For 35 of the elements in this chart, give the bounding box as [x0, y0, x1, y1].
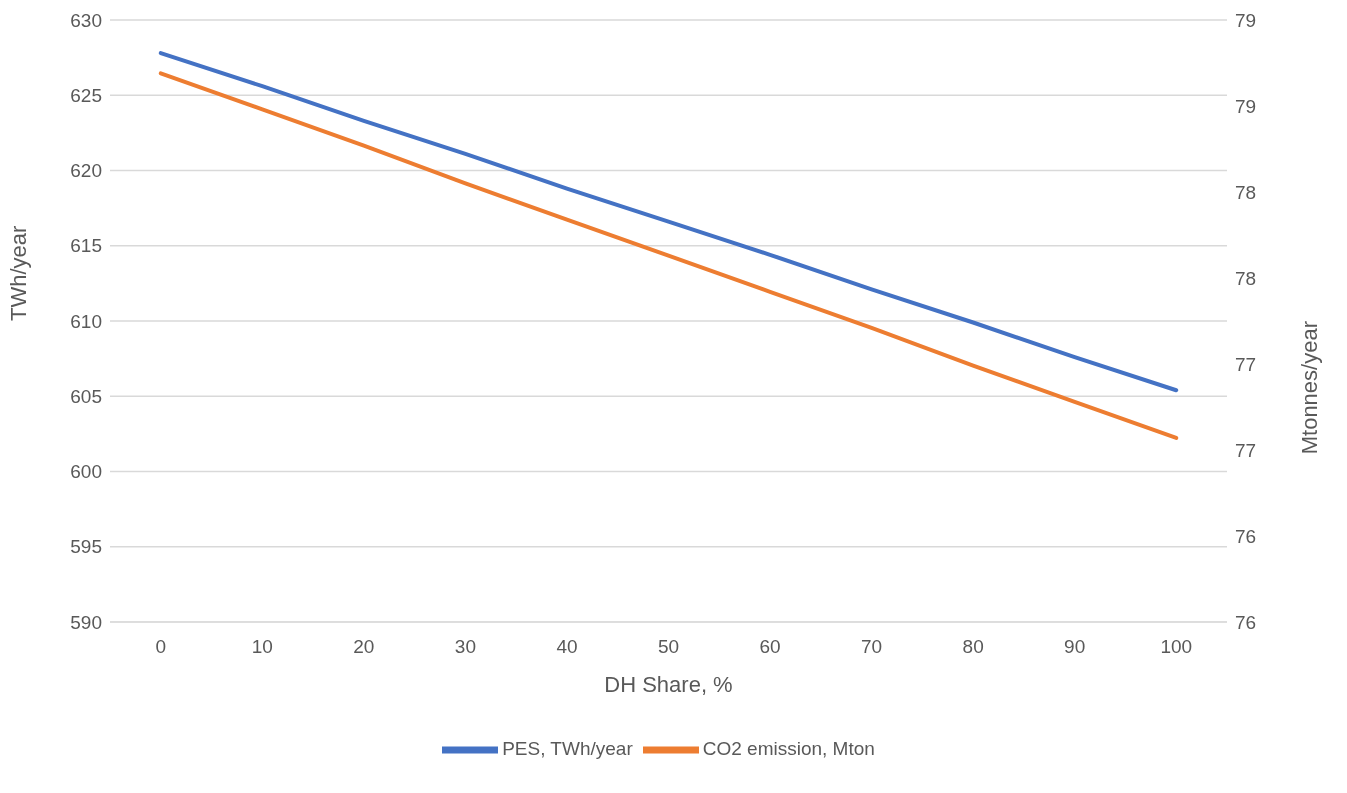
y-tick-label: 620 — [70, 160, 102, 182]
x-tick-label: 100 — [1160, 636, 1193, 658]
x-tick-label: 40 — [556, 636, 578, 658]
legend-label: CO2 emission, Mton — [702, 738, 875, 760]
x-tick-label: 50 — [657, 636, 680, 658]
y2-tick-label: 76 — [1235, 611, 1257, 633]
y-tick-label: 615 — [70, 235, 102, 257]
line-series — [158, 71, 1179, 440]
x-tick-label: 70 — [861, 636, 883, 658]
x-tick-label: 30 — [454, 636, 476, 658]
x-tick-label: 60 — [759, 636, 781, 658]
y2-tick-label: 78 — [1235, 267, 1257, 289]
y2-tick-label: 76 — [1235, 525, 1257, 547]
y-tick-label: 600 — [70, 461, 102, 483]
legend-label: PES, TWh/year — [502, 738, 633, 760]
y2-tick-label: 78 — [1235, 181, 1257, 203]
y-tick-label: 595 — [70, 536, 102, 558]
y-tick-label: 630 — [70, 9, 102, 31]
y2-tick-label: 79 — [1235, 95, 1257, 117]
line-series — [158, 51, 1179, 393]
x-axis-title: DH Share, % — [604, 672, 733, 697]
x-tick-label: 80 — [962, 636, 984, 658]
y-tick-label: 590 — [70, 611, 102, 633]
y-tick-label: 625 — [70, 85, 102, 106]
y-tick-label: 605 — [70, 385, 102, 407]
y2-tick-label: 77 — [1235, 439, 1257, 461]
x-tick-label: 90 — [1064, 636, 1086, 658]
x-tick-label: 20 — [353, 636, 375, 658]
x-tick-label: 10 — [251, 636, 273, 658]
y-tick-label: 610 — [70, 310, 102, 332]
x-tick-label: 0 — [155, 636, 167, 658]
y2-tick-label: 77 — [1235, 353, 1257, 375]
y2-axis-title: Mtonnes/year — [1296, 321, 1322, 455]
y-axis-title: TWh/year — [5, 225, 31, 321]
y2-tick-label: 79 — [1235, 9, 1257, 31]
